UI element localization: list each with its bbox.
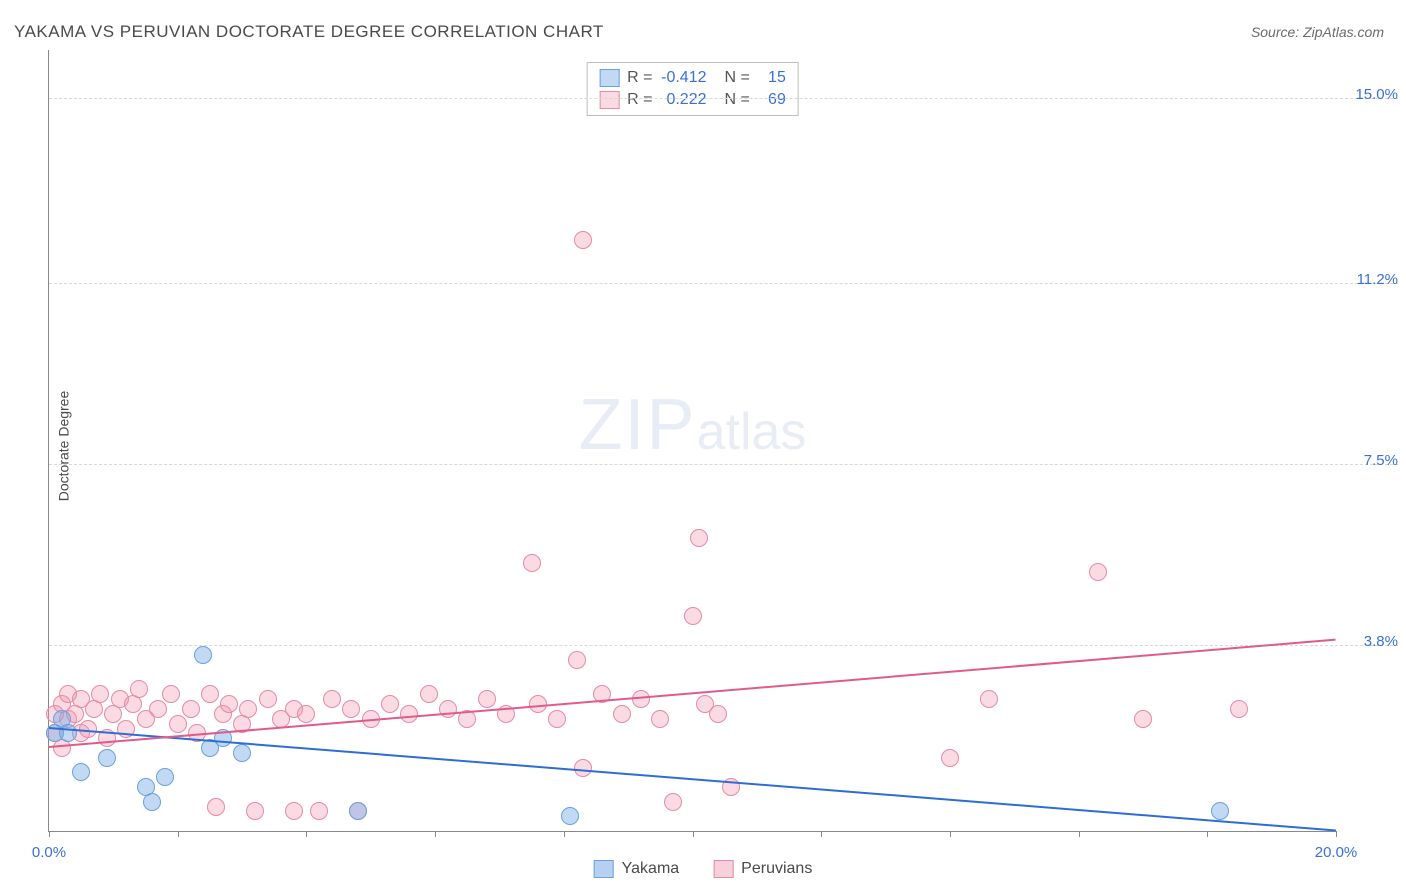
- x-tick: [821, 831, 822, 837]
- scatter-point: [297, 705, 315, 723]
- watermark-atlas: atlas: [697, 403, 807, 461]
- scatter-point: [632, 690, 650, 708]
- scatter-point: [478, 690, 496, 708]
- scatter-point: [323, 690, 341, 708]
- x-tick-label: 20.0%: [1315, 844, 1358, 861]
- x-tick: [950, 831, 951, 837]
- watermark-zip: ZIP: [579, 385, 697, 465]
- scatter-point: [690, 529, 708, 547]
- stat-n-value: 15: [758, 69, 786, 87]
- legend-label: Yakama: [622, 860, 680, 878]
- scatter-point: [285, 802, 303, 820]
- scatter-point: [143, 793, 161, 811]
- scatter-point: [568, 651, 586, 669]
- scatter-point: [201, 685, 219, 703]
- scatter-point: [664, 793, 682, 811]
- stats-legend-box: R = -0.412 N = 15 R = 0.222 N = 69: [586, 62, 799, 116]
- scatter-point: [233, 744, 251, 762]
- scatter-point: [259, 690, 277, 708]
- gridline: [49, 464, 1398, 465]
- stats-row: R = -0.412 N = 15: [599, 67, 786, 89]
- scatter-point: [310, 802, 328, 820]
- gridline: [49, 283, 1398, 284]
- scatter-point: [239, 700, 257, 718]
- x-tick: [693, 831, 694, 837]
- scatter-point: [613, 705, 631, 723]
- x-tick: [435, 831, 436, 837]
- y-tick-label: 15.0%: [1342, 86, 1398, 103]
- gridline: [49, 98, 1398, 99]
- x-tick: [49, 831, 50, 837]
- y-tick-label: 11.2%: [1342, 271, 1398, 288]
- trend-line: [49, 727, 1336, 831]
- chart-container: YAKAMA VS PERUVIAN DOCTORATE DEGREE CORR…: [0, 0, 1406, 892]
- chart-title: YAKAMA VS PERUVIAN DOCTORATE DEGREE CORR…: [14, 22, 604, 42]
- scatter-point: [194, 646, 212, 664]
- scatter-point: [381, 695, 399, 713]
- scatter-point: [561, 807, 579, 825]
- scatter-point: [342, 700, 360, 718]
- scatter-point: [130, 680, 148, 698]
- x-tick: [306, 831, 307, 837]
- scatter-point: [349, 802, 367, 820]
- stat-n-label: N =: [725, 91, 750, 109]
- x-tick: [1336, 831, 1337, 837]
- scatter-point: [98, 749, 116, 767]
- scatter-point: [207, 798, 225, 816]
- stat-r-value: -0.412: [661, 69, 707, 87]
- scatter-point: [439, 700, 457, 718]
- x-tick: [1079, 831, 1080, 837]
- scatter-point: [72, 763, 90, 781]
- scatter-point: [1089, 563, 1107, 581]
- x-tick-label: 0.0%: [32, 844, 66, 861]
- legend-item: Yakama: [594, 860, 680, 878]
- scatter-point: [651, 710, 669, 728]
- scatter-point: [169, 715, 187, 733]
- trend-line: [49, 639, 1336, 748]
- scatter-point: [246, 802, 264, 820]
- scatter-point: [162, 685, 180, 703]
- scatter-point: [574, 231, 592, 249]
- scatter-point: [400, 705, 418, 723]
- stat-r-label: R =: [627, 91, 652, 109]
- scatter-point: [79, 720, 97, 738]
- source-label: Source: ZipAtlas.com: [1251, 24, 1384, 40]
- x-tick: [178, 831, 179, 837]
- watermark: ZIPatlas: [579, 384, 807, 466]
- plot-area: ZIPatlas R =-0.412N =15R =0.222N =69 3.8…: [48, 50, 1336, 832]
- scatter-point: [523, 554, 541, 572]
- legend-swatch: [594, 860, 614, 878]
- stat-n-label: N =: [725, 69, 750, 87]
- stats-row: R = 0.222 N = 69: [599, 89, 786, 111]
- scatter-point: [941, 749, 959, 767]
- bottom-legend: Yakama Peruvians: [594, 860, 813, 878]
- scatter-point: [182, 700, 200, 718]
- gridline: [49, 645, 1398, 646]
- legend-swatch: [713, 860, 733, 878]
- scatter-point: [91, 685, 109, 703]
- stat-r-label: R =: [627, 69, 652, 87]
- x-tick: [564, 831, 565, 837]
- legend-item: Peruvians: [713, 860, 812, 878]
- scatter-point: [548, 710, 566, 728]
- scatter-point: [1134, 710, 1152, 728]
- x-tick: [1207, 831, 1208, 837]
- scatter-point: [980, 690, 998, 708]
- scatter-point: [709, 705, 727, 723]
- scatter-point: [684, 607, 702, 625]
- scatter-point: [420, 685, 438, 703]
- scatter-point: [156, 768, 174, 786]
- stat-n-value: 69: [758, 91, 786, 109]
- y-tick-label: 7.5%: [1342, 452, 1398, 469]
- stat-r-value: 0.222: [661, 91, 707, 109]
- scatter-point: [1230, 700, 1248, 718]
- scatter-point: [220, 695, 238, 713]
- legend-swatch: [599, 69, 619, 87]
- legend-label: Peruvians: [741, 860, 812, 878]
- scatter-point: [1211, 802, 1229, 820]
- y-tick-label: 3.8%: [1342, 633, 1398, 650]
- scatter-point: [149, 700, 167, 718]
- scatter-point: [574, 759, 592, 777]
- legend-swatch: [599, 91, 619, 109]
